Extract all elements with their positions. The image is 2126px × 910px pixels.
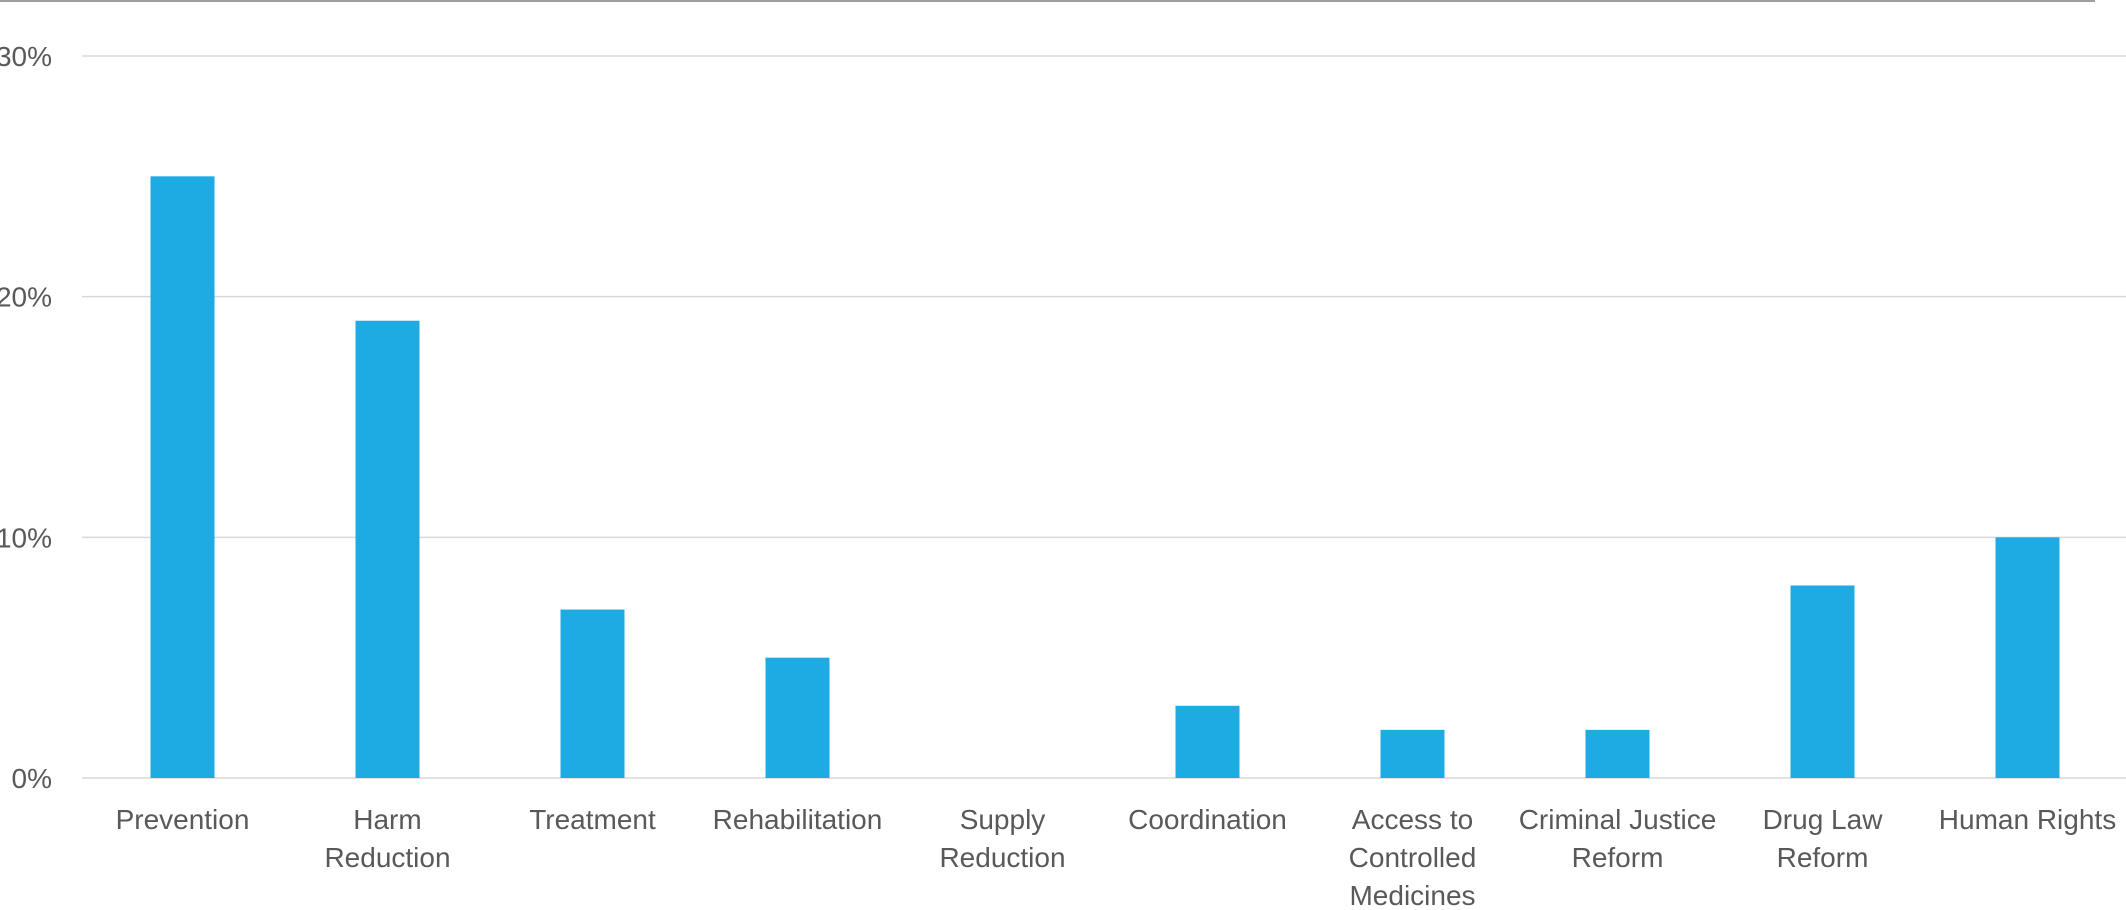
bar-prevention [150, 176, 215, 779]
bar-treatment [560, 609, 625, 778]
y-tick-label: 20% [0, 282, 52, 313]
category-labels: Prevention Harm Reduction Treatment Rehabili… [116, 804, 2117, 910]
bar-human-rights [1995, 537, 2060, 778]
bar-access-to-controlled-medicines [1380, 729, 1445, 778]
x-category-label-line: Drug Law [1763, 804, 1884, 835]
x-category-label-line: Reform [1572, 842, 1664, 873]
x-category-label-line: Reduction [939, 842, 1065, 873]
gridlines [82, 55, 2126, 779]
x-category-label-line: Access to [1352, 804, 1473, 835]
x-category-label: Human Rights [1939, 804, 2116, 835]
x-category-label-line: Human Rights [1939, 804, 2116, 835]
y-tick-label: 30% [0, 41, 52, 72]
bar-rehabilitation [765, 657, 830, 778]
bar-criminal-justice-reform [1585, 729, 1650, 778]
x-category-label: Criminal Justice Reform [1519, 804, 1717, 873]
x-category-label-line: Treatment [529, 804, 656, 835]
x-category-label-line: Criminal Justice [1519, 804, 1717, 835]
x-category-label-line: Coordination [1128, 804, 1287, 835]
x-category-label-line: Supply [960, 804, 1046, 835]
y-axis-tick-labels: 0% 10% 20% 30% [0, 41, 52, 794]
x-category-label: Prevention [116, 804, 250, 835]
bar-drug-law-reform [1790, 585, 1855, 778]
x-category-label: Treatment [529, 804, 656, 835]
bar-coordination [1175, 705, 1240, 778]
x-category-label-line: Controlled [1349, 842, 1477, 873]
x-category-label-line: Reduction [324, 842, 450, 873]
x-category-label: Harm Reduction [324, 804, 450, 873]
x-category-label: Drug Law Reform [1763, 804, 1884, 873]
y-tick-label: 10% [0, 522, 52, 553]
bars [150, 176, 2060, 779]
x-category-label: Supply Reduction [939, 804, 1065, 873]
bar-harm-reduction [355, 320, 420, 778]
x-category-label-line: Rehabilitation [713, 804, 883, 835]
x-category-label-line: Reform [1777, 842, 1869, 873]
x-category-label-line: Harm [353, 804, 421, 835]
x-category-label: Access to Controlled Medicines [1349, 804, 1477, 910]
x-category-label: Rehabilitation [713, 804, 883, 835]
x-category-label-line: Prevention [116, 804, 250, 835]
y-tick-label: 0% [12, 763, 52, 794]
x-category-label-line: Medicines [1349, 880, 1475, 910]
x-category-label: Coordination [1128, 804, 1287, 835]
